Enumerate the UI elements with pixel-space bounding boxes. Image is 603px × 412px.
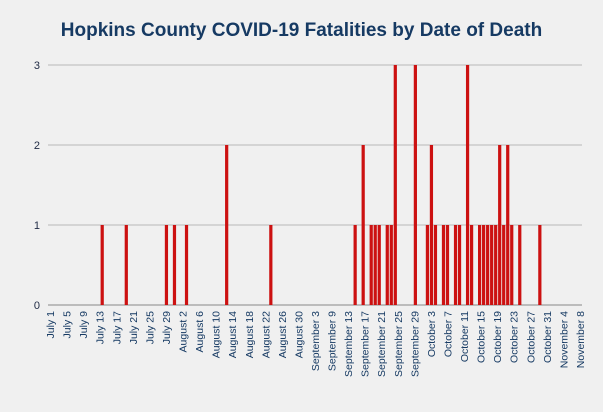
bar <box>457 225 462 305</box>
x-tick-label: August 18 <box>244 311 256 358</box>
bar <box>441 225 446 305</box>
bar <box>498 145 502 305</box>
x-tick-label: October 15 <box>476 311 488 363</box>
x-tick-label: July 21 <box>128 311 140 344</box>
x-tick-label: August 22 <box>260 311 272 358</box>
bar <box>429 145 434 305</box>
bar <box>482 225 486 305</box>
x-tick-label: July 9 <box>78 311 90 339</box>
x-tick-label: September 25 <box>393 311 405 377</box>
x-tick-label: September 21 <box>376 311 388 377</box>
bar <box>413 65 417 305</box>
bar <box>124 225 128 305</box>
y-tick-label: 2 <box>34 140 40 152</box>
x-tick-label: July 17 <box>111 311 123 344</box>
y-tick-label: 0 <box>34 300 40 312</box>
bar <box>490 225 494 305</box>
bars <box>100 65 542 305</box>
bar <box>361 145 365 305</box>
x-tick-label: September 29 <box>409 311 421 377</box>
bar <box>269 225 273 305</box>
bar <box>502 225 506 305</box>
bar <box>353 225 357 305</box>
x-tick-label: August 10 <box>211 311 223 358</box>
y-tick-label: 3 <box>34 60 40 72</box>
bar <box>494 225 498 305</box>
bar <box>433 225 438 305</box>
bar <box>164 225 169 305</box>
x-tick-label: September 13 <box>343 311 355 377</box>
bar <box>518 225 522 305</box>
x-tick-label: October 3 <box>426 311 438 357</box>
bar <box>172 225 177 305</box>
x-tick-label: September 9 <box>327 311 339 371</box>
chart-title: Hopkins County COVID-19 Fatalities by Da… <box>60 20 543 41</box>
x-tick-label: July 1 <box>45 311 57 339</box>
x-tick-label: October 27 <box>525 311 537 363</box>
bar <box>486 225 490 305</box>
x-tick-label: August 14 <box>227 311 239 358</box>
x-tick-label: October 7 <box>442 311 454 357</box>
x-tick-label: August 26 <box>277 311 289 358</box>
x-tick-label: October 23 <box>509 311 521 363</box>
x-tick-label: September 3 <box>310 311 322 371</box>
x-tick-label: July 5 <box>62 311 74 339</box>
x-tick-label: August 30 <box>293 311 305 358</box>
bar <box>510 225 514 305</box>
x-tick-label: August 2 <box>178 311 190 353</box>
bar <box>369 225 373 305</box>
bar <box>538 225 542 305</box>
bar <box>225 145 229 305</box>
bar <box>465 65 470 305</box>
bar <box>469 225 474 305</box>
x-tick-label: October 31 <box>542 311 554 363</box>
bar <box>373 225 377 305</box>
bar <box>100 225 104 305</box>
bar <box>377 225 381 305</box>
bar <box>393 65 397 305</box>
y-tick-label: 1 <box>34 220 40 232</box>
bar <box>184 225 189 305</box>
x-tick-label: October 19 <box>492 311 504 363</box>
bar <box>445 225 450 305</box>
x-tick-label: August 6 <box>194 311 206 353</box>
x-tick-label: November 8 <box>575 311 587 368</box>
bar <box>453 225 458 305</box>
x-tick-label: September 17 <box>360 311 372 377</box>
x-tick-label: July 13 <box>95 311 107 344</box>
x-tick-label: October 11 <box>459 311 471 362</box>
bar <box>389 225 393 305</box>
y-axis-ticks: 0 1 2 3 <box>34 60 40 312</box>
grid-lines <box>48 64 582 306</box>
bar <box>506 145 510 305</box>
x-tick-label: July 25 <box>144 311 156 344</box>
bar <box>478 225 482 305</box>
bar <box>385 225 389 305</box>
x-tick-label: July 29 <box>161 311 173 344</box>
x-axis-ticks: July 1 July 5 July 9 July 13 July 17 July 21 J… <box>45 311 587 377</box>
x-tick-label: November 4 <box>558 311 570 368</box>
bar <box>425 225 430 305</box>
